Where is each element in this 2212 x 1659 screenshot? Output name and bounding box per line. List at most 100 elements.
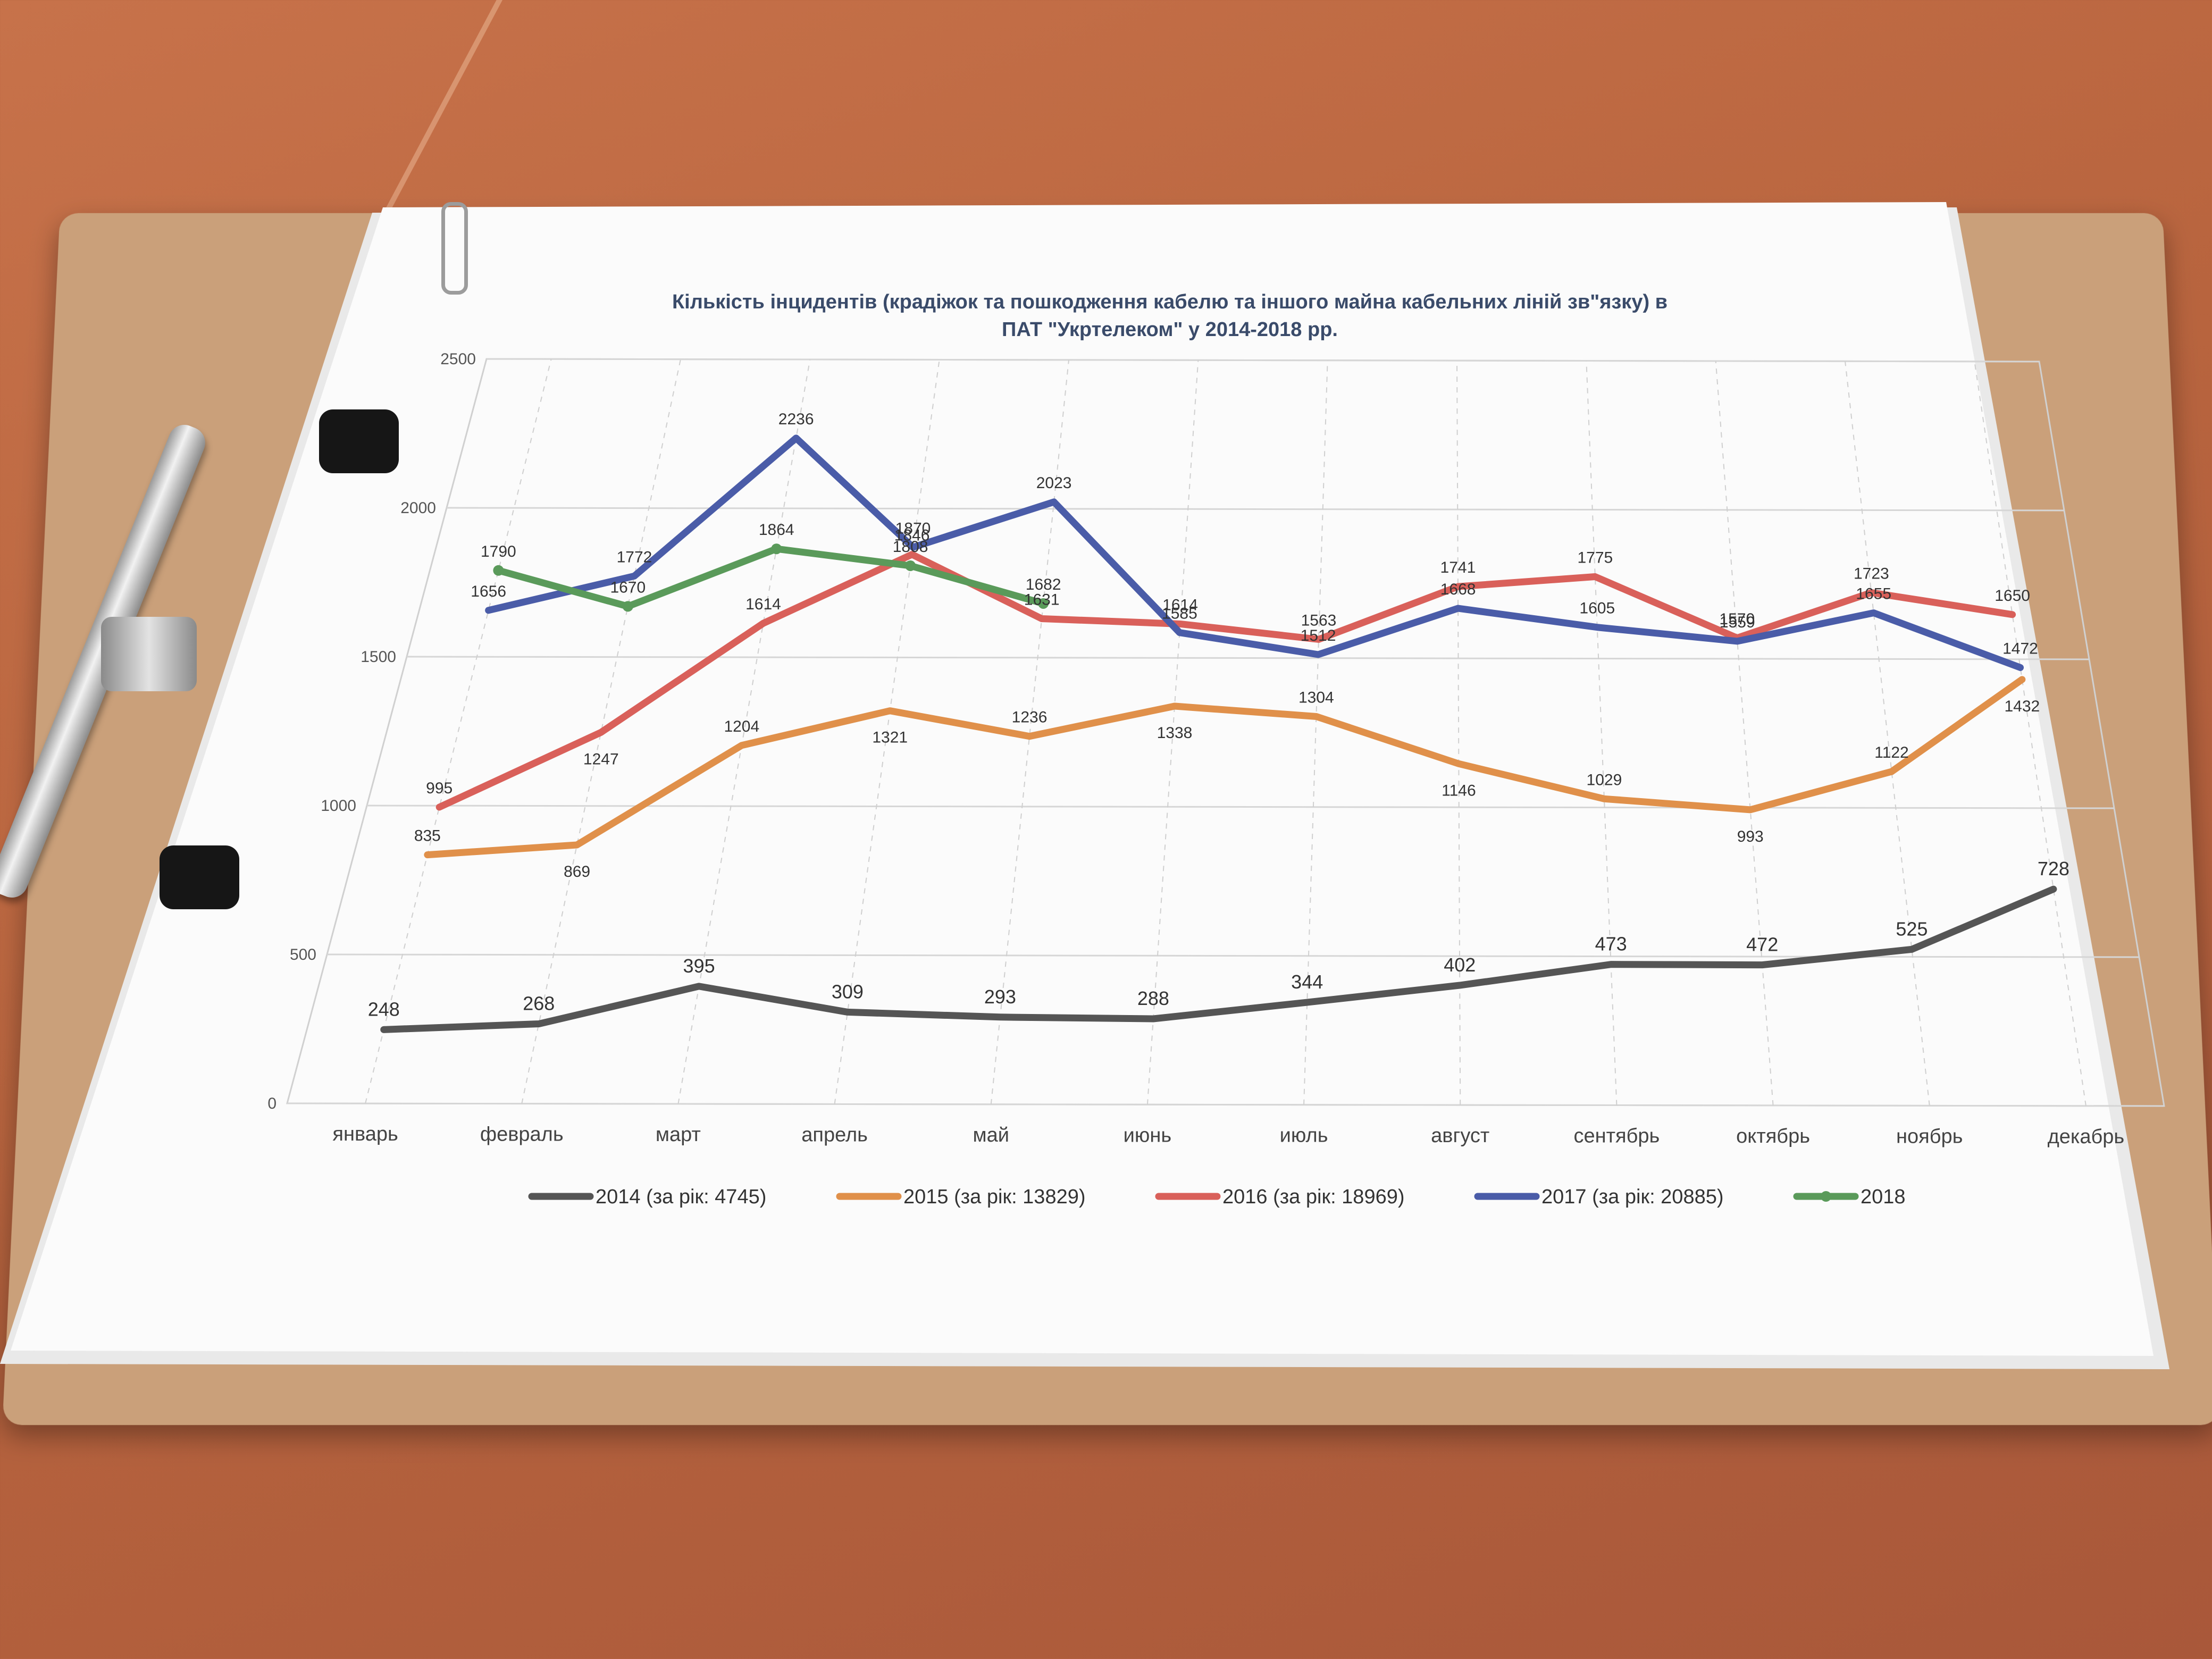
gridline-x (1845, 361, 1930, 1106)
data-label: 1472 (2002, 640, 2038, 657)
data-label: 1605 (1579, 600, 1615, 617)
data-label: 1870 (895, 520, 931, 537)
data-label: 1650 (1995, 587, 2030, 605)
data-label: 2236 (778, 410, 814, 428)
clipboard-clip-top-handle (319, 409, 399, 473)
gridline-x (1715, 361, 1774, 1106)
data-label: 1668 (1440, 581, 1476, 598)
data-label: 1614 (745, 596, 781, 613)
gridline-y-2000 (446, 507, 2065, 512)
data-label: 869 (564, 863, 590, 881)
data-label: 1247 (583, 750, 619, 768)
x-tick-label: август (1431, 1125, 1489, 1147)
x-tick-label: май (973, 1124, 1010, 1146)
legend-marker (1821, 1191, 1831, 1202)
data-label: 268 (523, 993, 555, 1015)
gridline-x (834, 359, 940, 1104)
data-label: 472 (1746, 934, 1778, 956)
data-label: 1236 (1012, 709, 1048, 726)
data-label: 1321 (872, 729, 908, 747)
data-label: 1741 (1440, 559, 1476, 576)
plot-border (286, 358, 2165, 1107)
gridline-x (1586, 361, 1618, 1105)
data-label: 1585 (1162, 605, 1197, 623)
legend-entry: 2016 (за рік: 18969) (1222, 1186, 1405, 1208)
series-line (380, 885, 2057, 1033)
data-label: 1775 (1578, 549, 1613, 567)
data-label: 835 (414, 827, 441, 845)
series-point (493, 565, 504, 576)
data-label: 288 (1137, 987, 1169, 1009)
x-tick-label: январь (332, 1123, 398, 1145)
data-label: 1304 (1298, 689, 1334, 706)
data-label: 395 (683, 955, 715, 977)
x-tick-label: сентябрь (1574, 1125, 1660, 1147)
clipboard-clip-hinge (101, 617, 197, 691)
data-label: 1563 (1301, 611, 1337, 629)
x-tick-label: март (656, 1124, 701, 1146)
x-tick-label: июль (1280, 1125, 1328, 1147)
data-label: 1670 (610, 579, 646, 596)
data-label: 1808 (893, 538, 928, 556)
data-label: 1432 (2004, 698, 2040, 715)
data-label: 2023 (1036, 474, 1072, 492)
chart-title-line-1: Кількість інцидентів (крадіжок та пошкод… (672, 291, 1668, 313)
x-tick-label: октябрь (1736, 1125, 1810, 1147)
data-label: 525 (1896, 918, 1928, 940)
data-label: 728 (2038, 858, 2069, 879)
x-tick-label: декабрь (2048, 1126, 2125, 1148)
data-label: 1570 (1719, 610, 1755, 628)
data-label: 1772 (617, 548, 652, 566)
legend: 2014 (за рік: 4745) 2015 (за рік: 13829) 2… (528, 1186, 1906, 1208)
data-label: 1864 (759, 521, 794, 539)
x-tick-label: июнь (1124, 1124, 1172, 1146)
gridline-y-1500 (406, 656, 2090, 660)
y-tick-label: 500 (290, 946, 316, 963)
gridline-x (990, 359, 1069, 1104)
chart-title: Кількість інцидентів (крадіжок та пошкод… (672, 291, 1668, 341)
gridline-x (677, 359, 811, 1104)
data-label: 1512 (1301, 627, 1336, 644)
data-label: 309 (832, 981, 864, 1002)
series-point (771, 543, 782, 555)
data-label: 1723 (1854, 565, 1889, 582)
gridline-x (1974, 361, 2087, 1106)
gridline-y-1000 (366, 805, 2115, 809)
y-tick-label: 2500 (440, 350, 476, 368)
gridline-x (365, 358, 552, 1104)
series-group (380, 434, 2057, 1033)
data-label: 993 (1737, 828, 1764, 845)
legend-entry: 2015 (за рік: 13829) (903, 1186, 1086, 1208)
data-label: 293 (984, 986, 1016, 1008)
series-line (435, 551, 2016, 811)
data-label: 1631 (1024, 591, 1060, 609)
series-point (1038, 598, 1049, 609)
series-point (622, 601, 633, 612)
data-label: 344 (1291, 971, 1323, 993)
x-axis-ticks: январь февраль март апрель май июнь июль август… (332, 1123, 2124, 1148)
y-tick-label: 1500 (361, 648, 396, 666)
data-label: 1655 (1856, 585, 1891, 603)
series-line (485, 434, 2024, 671)
y-tick-label: 1000 (321, 797, 356, 815)
data-label: 1846 (894, 527, 930, 544)
x-tick-label: апрель (801, 1124, 868, 1146)
data-label: 1338 (1157, 724, 1193, 742)
y-tick-label: 2000 (400, 499, 436, 517)
x-tick-label: ноябрь (1896, 1125, 1963, 1147)
gridline-x (1146, 360, 1199, 1105)
data-label: 1559 (1720, 614, 1755, 631)
data-label: 1204 (724, 718, 759, 735)
gridlines (287, 358, 2165, 1107)
data-label: 995 (426, 780, 453, 797)
x-tick-label: февраль (480, 1124, 564, 1146)
data-label: 1146 (1442, 782, 1476, 799)
data-label: 1029 (1587, 771, 1622, 789)
gridline-y-2500 (486, 358, 2040, 363)
plot-frame (286, 358, 2165, 1107)
legend-entry: 2014 (за рік: 4745) (596, 1186, 766, 1208)
series-line (424, 676, 2026, 859)
data-labels: 248 268 395 309 293 288 344 402 473 472 525 728 835 8… (368, 410, 2069, 1020)
